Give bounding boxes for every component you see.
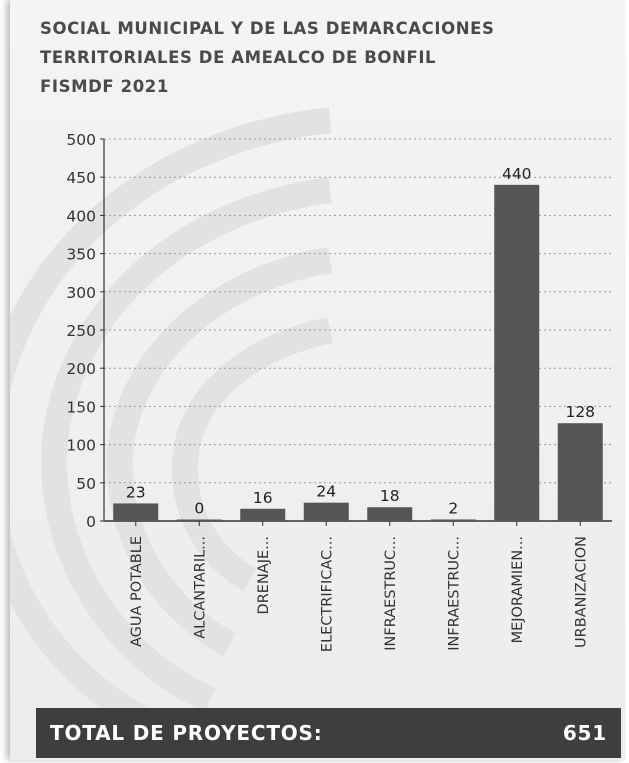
bar [240,508,286,521]
title-line-3: FISMDF 2021 [40,77,169,96]
y-tick-label: 0 [86,513,96,531]
y-tick-label: 400 [66,207,96,225]
x-tick-label: INFRAESTRUC... [383,536,399,651]
y-tick-label: 500 [66,131,96,149]
y-tick-label: 100 [66,437,96,455]
bar [494,184,540,521]
bar [557,423,603,521]
bar [430,519,476,521]
y-tick-label: 50 [76,475,96,493]
bar-value-label: 128 [565,403,595,421]
y-tick-label: 300 [66,284,96,302]
data-labels: 23 0 16 24 18 2 440 128 [126,165,595,518]
bar-value-label: 0 [194,500,204,518]
bar-value-label: 2 [448,499,458,517]
total-projects-value: 651 [562,721,607,745]
chart-title: SOCIAL MUNICIPAL Y DE LAS DEMARCACIONES … [40,14,600,101]
y-tick-label: 450 [66,169,96,187]
y-tick-labels: 0 50 100 150 200 250 300 350 400 450 500 [66,131,96,531]
bar [176,519,222,521]
bar-value-label: 18 [380,487,400,505]
x-tick-label: DRENAJE... [256,536,272,614]
bar-value-label: 16 [253,489,273,507]
y-tick-label: 250 [66,322,96,340]
x-tick-label: AGUA POTABLE [129,536,145,647]
total-projects-label: TOTAL DE PROYECTOS: [50,721,323,745]
bar-chart: 0 50 100 150 200 250 300 350 400 450 500 23 0 16 24 18… [66,131,612,652]
x-tick-label: ALCANTARIL... [192,536,208,639]
x-tick-label: INFRAESTRUC... [446,536,462,651]
x-tick-label: MEJORAMIEN... [510,536,526,643]
total-projects-bar: TOTAL DE PROYECTOS: 651 [36,708,621,758]
x-tick-label: ELECTRIFICAC... [319,536,335,652]
y-tick-label: 150 [66,398,96,416]
y-tick-label: 200 [66,360,96,378]
x-tick-label: URBANIZACION [573,536,589,648]
bar [367,507,413,521]
title-line-2: TERRITORIALES DE AMEALCO DE BONFIL [40,48,437,67]
title-line-1: SOCIAL MUNICIPAL Y DE LAS DEMARCACIONES [40,19,495,38]
bar-value-label: 24 [316,483,336,501]
bar-value-label: 440 [502,165,532,183]
bar-value-label: 23 [126,483,146,501]
bar [113,503,159,521]
y-tick-label: 350 [66,246,96,264]
bars [113,184,603,521]
x-tick-labels: AGUA POTABLE ALCANTARIL... DRENAJE... ELECT… [129,536,590,652]
bar [303,502,349,521]
